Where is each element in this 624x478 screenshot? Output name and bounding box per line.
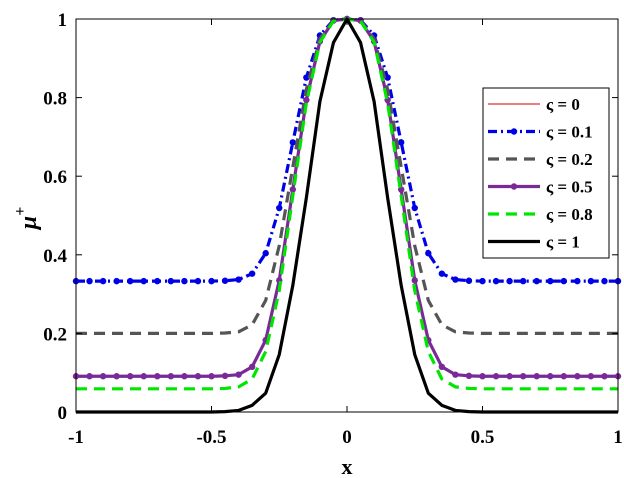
series-point: [438, 270, 446, 277]
series-point: [289, 186, 296, 193]
series-point: [154, 277, 161, 285]
series-point: [167, 373, 175, 380]
series-point: [533, 373, 540, 380]
series-point: [181, 277, 188, 285]
series-point: [601, 373, 608, 380]
series-point: [587, 277, 595, 285]
x-tick-label: -1: [68, 427, 84, 448]
series-point: [99, 373, 107, 380]
series-point: [86, 277, 93, 285]
series-point: [519, 373, 527, 380]
series-point: [276, 204, 283, 212]
y-tick-label: 0: [58, 403, 68, 424]
series-point: [601, 277, 608, 285]
series-point: [519, 277, 527, 285]
y-tick-label: 1: [58, 10, 68, 31]
legend-label: ς = 0: [546, 95, 580, 114]
series-point: [113, 373, 120, 380]
legend-box: [482, 87, 610, 259]
legend-label: ς = 0.5: [546, 178, 593, 197]
legend-label: ς = 0.2: [546, 150, 593, 169]
series-point: [140, 373, 147, 380]
series-point: [506, 277, 513, 285]
series-point: [587, 373, 595, 380]
series-point: [560, 277, 567, 285]
series-point: [574, 277, 581, 285]
legend-marker: [510, 128, 518, 135]
y-axis-label-sup: +: [12, 207, 29, 216]
series-point: [235, 276, 242, 283]
series-point: [506, 373, 513, 380]
series-point: [86, 373, 93, 380]
x-tick-label: 1: [613, 427, 623, 448]
series-point: [384, 74, 391, 81]
series-point: [221, 372, 229, 380]
series-point: [194, 277, 202, 285]
series-point: [465, 277, 473, 284]
series-point: [194, 373, 202, 380]
series-point: [248, 270, 256, 277]
series-point: [411, 277, 418, 284]
y-tick-label: 0.6: [43, 167, 67, 188]
series-point: [208, 373, 215, 380]
x-tick-label: -0.5: [196, 427, 226, 448]
series-point: [547, 373, 554, 380]
series-point: [127, 277, 134, 285]
y-tick-label: 0.4: [43, 246, 67, 267]
series-point: [425, 250, 432, 257]
series-point: [560, 373, 567, 380]
legend-label: ς = 0.1: [546, 123, 593, 142]
series-point: [398, 139, 405, 146]
tick-layer: -1 -0.5 0 0.5 1 0 0.2 0.4 0.6 0.8 1: [43, 10, 623, 448]
series-point: [533, 277, 540, 285]
series-point: [208, 277, 215, 285]
series-point: [289, 139, 296, 146]
series-point: [262, 250, 269, 257]
svg-text:μ+: μ+: [12, 207, 42, 231]
series-point: [303, 96, 310, 104]
series-point: [167, 277, 175, 285]
series-point: [248, 363, 256, 371]
series-point: [303, 74, 310, 81]
legend: ς = 0 ς = 0.1 ς = 0.2 ς = 0.5 ς = 0.8 ς = 1: [482, 87, 610, 259]
series-point: [127, 373, 134, 380]
x-tick-label: 0.5: [471, 427, 495, 448]
series-point: [492, 277, 500, 285]
series-point: [99, 277, 107, 285]
series-point: [452, 371, 459, 378]
series-point: [492, 373, 500, 380]
series-point: [479, 277, 486, 285]
series-point: [411, 204, 418, 212]
series-point: [113, 277, 120, 285]
series-point: [574, 373, 581, 380]
y-axis-label: μ+: [12, 207, 42, 231]
y-tick-label: 0.2: [43, 324, 67, 345]
series-point: [140, 277, 147, 285]
series-point: [438, 363, 446, 371]
series-point: [235, 371, 242, 378]
legend-label: ς = 0.8: [546, 205, 593, 224]
legend-marker: [510, 183, 518, 190]
series-point: [398, 186, 405, 193]
legend-label: ς = 1: [546, 233, 580, 252]
y-tick-label: 0.8: [43, 89, 67, 110]
series-point: [154, 373, 161, 380]
series-point: [465, 372, 473, 380]
series-point: [452, 276, 459, 283]
series-point: [221, 277, 229, 284]
series-point: [547, 277, 554, 285]
series-point: [479, 373, 486, 380]
series-point: [181, 373, 188, 380]
y-axis-label-base: μ: [16, 216, 42, 231]
x-axis-label: x: [342, 454, 353, 478]
x-tick-label: 0: [342, 427, 352, 448]
